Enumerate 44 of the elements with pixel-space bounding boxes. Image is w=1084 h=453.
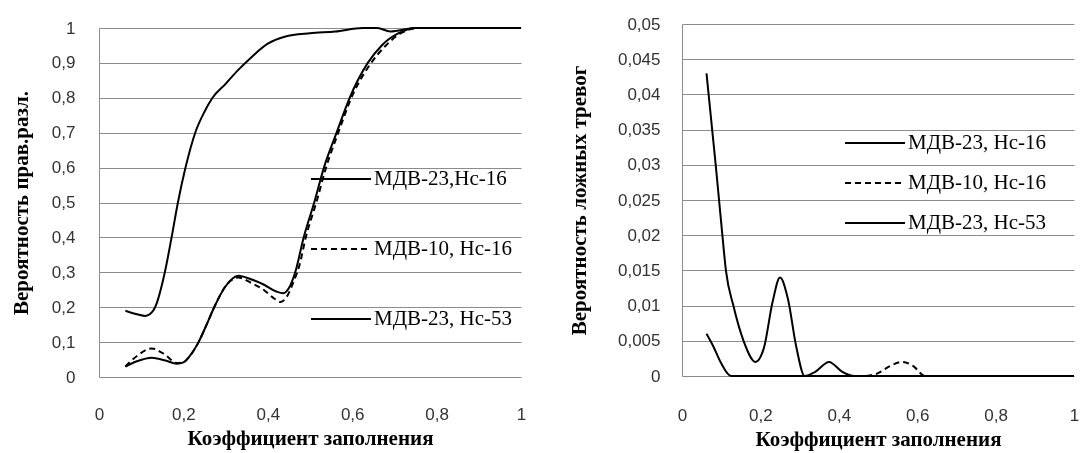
y-tick-label: 0,04	[627, 84, 661, 104]
x-tick-label: 0,6	[340, 404, 365, 424]
x-axis-title: Коэффициент заполнения	[187, 425, 434, 450]
y-tick-label: 0,6	[51, 158, 76, 178]
y-tick-label: 0	[651, 366, 661, 386]
y-tick-label: 0,8	[51, 88, 76, 108]
y-tick-label: 0	[66, 367, 76, 387]
x-tick-label: 0,4	[256, 404, 281, 424]
x-tick-label: 0	[94, 404, 105, 424]
x-tick-label: 0,4	[827, 405, 852, 425]
y-tick-label: 0,015	[617, 260, 661, 280]
y-tick-label: 0,7	[51, 123, 76, 143]
y-tick-label: 0,045	[617, 49, 661, 69]
y-tick-label: 0,5	[51, 193, 76, 212]
y-axis-title: Вероятность ложных тревог	[566, 65, 591, 336]
legend-label: МДВ-10, Нс-16	[908, 170, 1046, 194]
legend-label: МДВ-23, Нс-53	[908, 210, 1046, 234]
legend-label: МДВ-23, Нс-16	[908, 130, 1046, 154]
y-tick-label: 0,03	[627, 155, 661, 175]
y-axis-title: Вероятность прав.разл.	[8, 91, 33, 315]
y-tick-label: 0,02	[627, 225, 661, 245]
y-tick-label: 0,035	[617, 120, 661, 140]
y-tick-label: 0,005	[617, 331, 661, 351]
x-tick-label: 0,8	[425, 404, 449, 424]
y-tick-label: 0,4	[51, 227, 76, 247]
y-tick-label: 0,025	[617, 190, 661, 210]
legend-label: МДВ-23, Нс-53	[374, 306, 512, 330]
x-tick-label: 1	[516, 404, 527, 424]
y-tick-label: 1	[66, 18, 76, 38]
x-tick-label: 0	[677, 405, 688, 425]
x-tick-label: 1	[1069, 405, 1080, 425]
y-tick-label: 0,01	[627, 296, 661, 316]
y-tick-label: 0,2	[51, 297, 76, 317]
x-tick-label: 0,8	[984, 405, 1008, 425]
x-tick-label: 0,6	[905, 405, 930, 425]
x-tick-label: 0,2	[172, 404, 196, 424]
y-tick-label: 0,9	[51, 53, 76, 73]
y-tick-label: 0,05	[627, 14, 661, 34]
y-tick-label: 0,3	[51, 262, 76, 282]
legend-label: МДВ-10, Нс-16	[374, 236, 512, 260]
x-tick-label: 0,2	[749, 405, 773, 425]
y-tick-label: 0,1	[51, 332, 76, 352]
x-axis-title: Коэффициент заполнения	[755, 426, 1002, 451]
legend-label: МДВ-23,Нс-16	[374, 166, 507, 190]
